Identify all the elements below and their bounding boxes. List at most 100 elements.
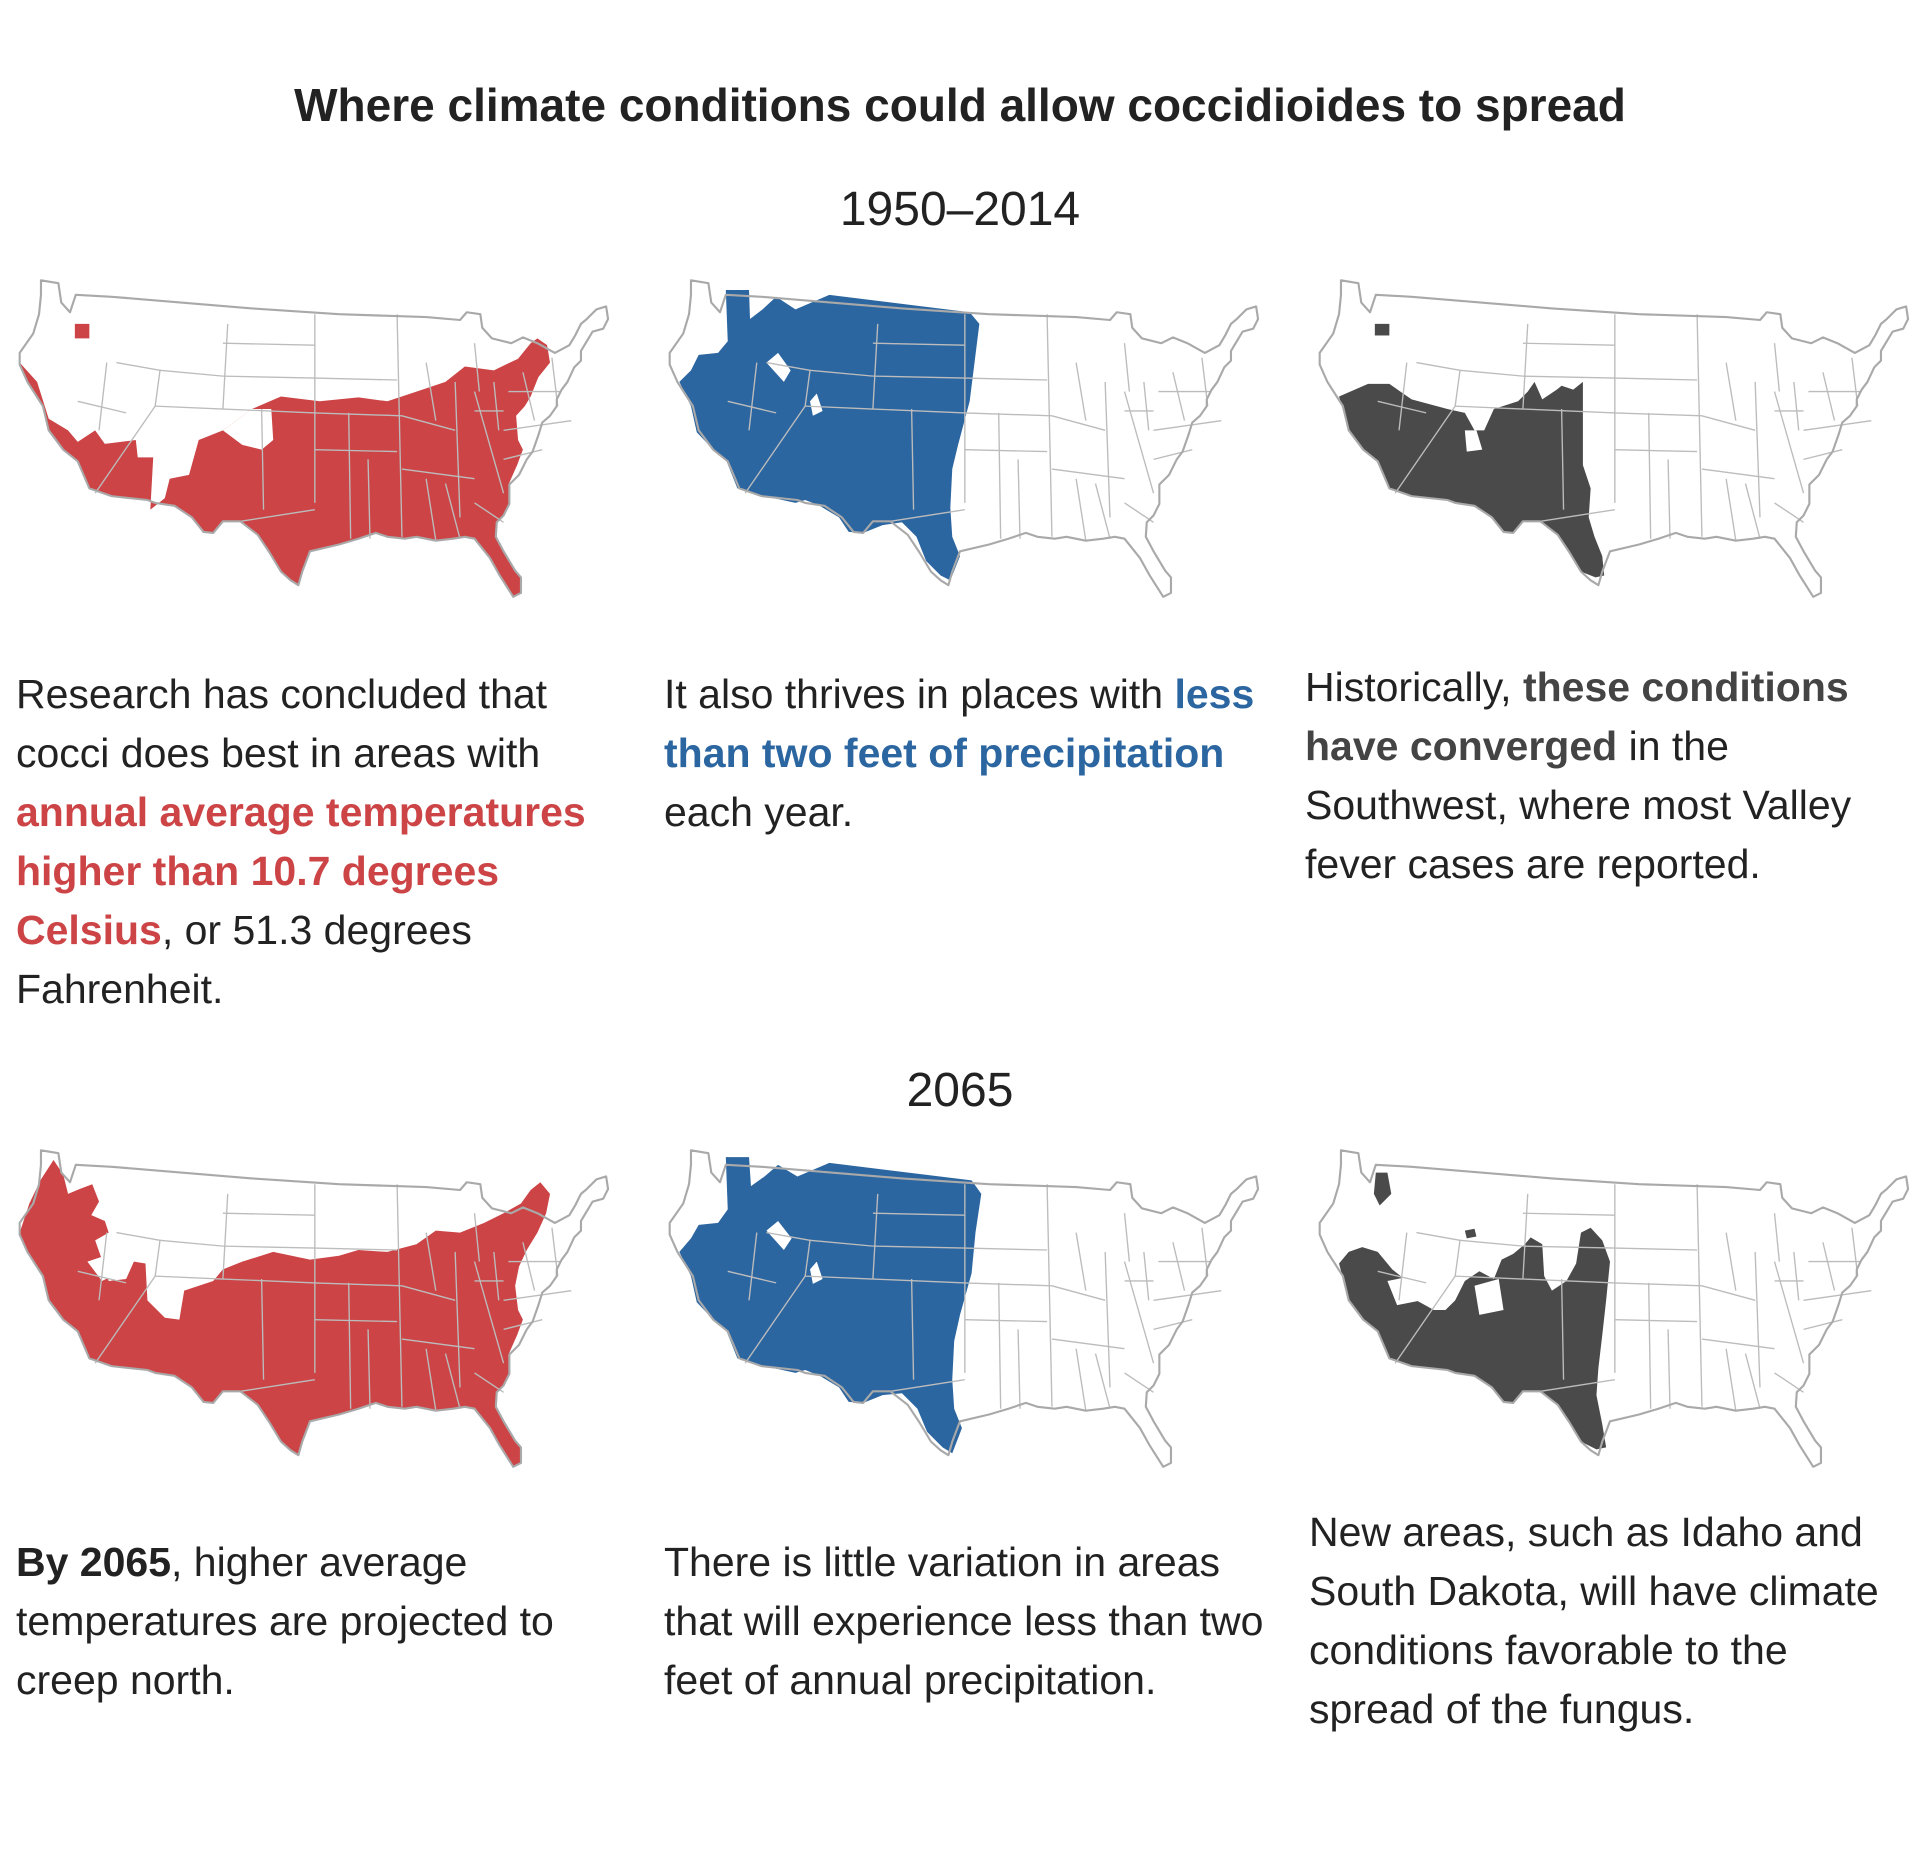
state-border	[77, 1270, 127, 1284]
state-border	[1394, 1231, 1461, 1364]
state-border	[1667, 459, 1671, 539]
state-border	[998, 1282, 1002, 1409]
state-border	[314, 449, 398, 453]
state-border	[1725, 1232, 1737, 1291]
state-border	[1614, 449, 1698, 453]
favorable-region-temperature	[19, 1160, 550, 1467]
state-border	[1104, 381, 1111, 518]
state-border	[240, 509, 315, 522]
state-border	[1046, 1184, 1053, 1407]
state-border	[1017, 1329, 1021, 1409]
caption-text: There is little variation in areas that …	[664, 1539, 1264, 1703]
state-border	[314, 1282, 402, 1287]
state-border	[1744, 1353, 1761, 1409]
state-border	[744, 1231, 811, 1364]
state-border	[1017, 459, 1021, 539]
caption-combined-2065: New areas, such as Idaho and South Dakot…	[1309, 1503, 1919, 1739]
state-border	[805, 405, 873, 410]
state-border	[503, 449, 543, 461]
caption-precipitation-historical: It also thrives in places with less than…	[664, 665, 1274, 842]
state-border	[1822, 1242, 1836, 1291]
us-outline	[1318, 279, 1910, 598]
state-border	[1104, 1251, 1111, 1388]
state-border	[1046, 314, 1053, 537]
state-border	[314, 1319, 398, 1323]
state-border	[1614, 377, 1698, 381]
caption-text: in the Southwest, where most Valley feve…	[1305, 723, 1852, 887]
state-border	[260, 409, 265, 510]
state-border	[1143, 1251, 1150, 1301]
state-border	[1701, 1285, 1756, 1301]
state-border	[890, 1379, 965, 1392]
caption-highlight: annual average temperatures higher than …	[16, 789, 586, 953]
state-border	[1522, 342, 1615, 346]
state-border	[1773, 343, 1781, 392]
state-border	[473, 391, 505, 494]
state-border	[444, 483, 461, 539]
state-border	[314, 1247, 398, 1251]
state-border	[396, 1184, 403, 1407]
state-border	[1540, 1379, 1615, 1392]
favorable-region-combined	[1374, 323, 1390, 336]
state-border	[348, 412, 352, 539]
caption-temperature-historical: Research has concluded that cocci does b…	[16, 665, 626, 1019]
period-label-historical: 1950–2014	[839, 183, 1081, 236]
state-border	[748, 362, 758, 431]
state-border	[727, 1270, 777, 1284]
state-border	[222, 323, 229, 410]
state-border	[493, 1251, 500, 1301]
caption-text: Historically,	[1305, 664, 1523, 710]
state-border	[314, 377, 398, 381]
us-map-svg	[668, 279, 1260, 598]
state-border	[964, 449, 1048, 453]
state-border	[159, 1239, 223, 1247]
state-border	[964, 377, 1048, 381]
state-border	[222, 342, 315, 346]
state-border	[1123, 1261, 1155, 1364]
state-border	[222, 408, 315, 414]
state-border	[473, 1213, 481, 1262]
state-border	[425, 478, 437, 541]
state-border	[1803, 449, 1843, 461]
state-border	[1522, 375, 1615, 379]
state-border	[1051, 1338, 1125, 1350]
state-border	[1522, 1245, 1615, 1249]
us-outline	[668, 279, 1260, 598]
state-border	[1153, 449, 1193, 461]
state-border	[367, 459, 371, 539]
unfavorable-gap	[810, 393, 823, 416]
unfavorable-gap	[87, 1251, 127, 1281]
state-border	[240, 1379, 315, 1392]
state-border	[522, 1242, 536, 1291]
state-border	[1725, 362, 1737, 421]
unfavorable-gap	[222, 409, 274, 450]
state-border	[872, 375, 965, 379]
state-border	[1153, 1319, 1193, 1331]
state-border	[1560, 409, 1565, 510]
state-border	[1614, 1319, 1698, 1323]
state-border	[1667, 1329, 1671, 1409]
state-border	[748, 1232, 758, 1301]
state-border	[872, 1193, 879, 1280]
state-border	[964, 1282, 1052, 1287]
state-border	[454, 381, 461, 518]
state-border	[872, 1278, 965, 1284]
us-land	[1319, 280, 1909, 597]
state-border	[94, 361, 161, 494]
state-border	[1377, 1270, 1427, 1284]
state-border	[1793, 1251, 1800, 1301]
state-border	[1803, 419, 1872, 431]
state-border	[1075, 1348, 1087, 1411]
unfavorable-gap	[766, 352, 791, 382]
state-border	[1744, 483, 1761, 539]
state-border	[1701, 468, 1775, 480]
state-border	[77, 400, 127, 414]
us-map-svg	[18, 1149, 610, 1468]
map-temperature-2065	[10, 1115, 610, 1505]
state-border	[1522, 323, 1529, 410]
state-border	[1094, 1353, 1111, 1409]
state-border	[1822, 372, 1836, 421]
state-border	[1123, 343, 1131, 392]
state-border	[222, 1212, 315, 1216]
state-border	[998, 412, 1002, 539]
